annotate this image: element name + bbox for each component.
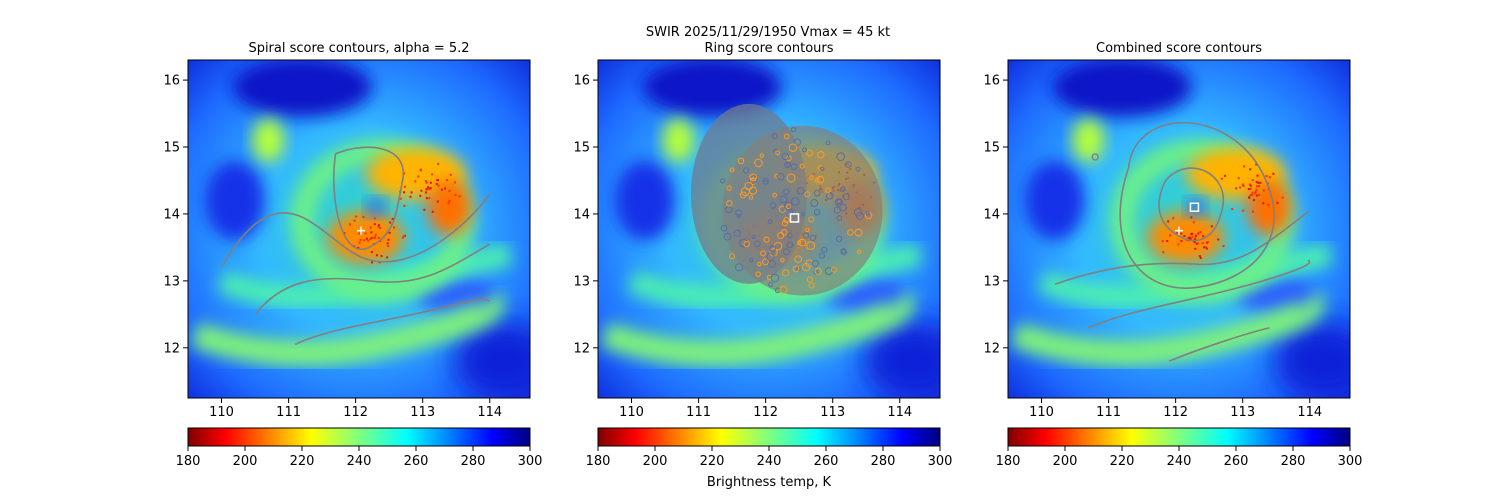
colorbar-tick-label: 260 xyxy=(1224,454,1249,469)
x-tick-label: 110 xyxy=(209,405,234,420)
y-tick-label: 13 xyxy=(983,274,1000,289)
y-tick-label: 16 xyxy=(163,74,180,89)
brightness-temp-image xyxy=(188,60,530,398)
colorbar xyxy=(597,427,941,447)
center-marker xyxy=(789,213,800,223)
colorbar-tick-label: 260 xyxy=(814,454,839,469)
panel-3: Combined score contours 110 111 112 113 114 12… xyxy=(983,41,1363,469)
y-tick-label: 15 xyxy=(983,141,1000,156)
figure-suptitle: SWIR 2025/11/29/1950 Vmax = 45 kt xyxy=(646,25,890,40)
y-tick-label: 12 xyxy=(163,341,180,356)
colorbar-tick-label: 220 xyxy=(700,454,725,469)
x-tick-label: 114 xyxy=(477,405,502,420)
y-tick-label: 16 xyxy=(983,74,1000,89)
secondary-center-marker xyxy=(1175,226,1183,235)
combined-contour-2 xyxy=(1158,167,1225,242)
colorbar-tick-label: 220 xyxy=(1110,454,1135,469)
y-tick-label: 16 xyxy=(573,74,590,89)
axes-frame xyxy=(187,59,531,399)
brightness-temp-image xyxy=(1008,60,1350,398)
panel-1: Spiral score contours, alpha = 5.2 110 111… xyxy=(163,41,543,469)
x-tick-label: 113 xyxy=(820,405,845,420)
center-marker xyxy=(357,226,366,235)
colorbar-tick-label: 200 xyxy=(643,454,668,469)
colorbar-tick-label: 280 xyxy=(871,454,896,469)
x-tick-label: 112 xyxy=(753,405,778,420)
x-tick-label: 110 xyxy=(1029,405,1054,420)
colorbar-tick-label: 180 xyxy=(996,454,1021,469)
colorbar-label: Brightness temp, K xyxy=(707,475,832,490)
colorbar-tick-label: 260 xyxy=(404,454,429,469)
x-tick-label: 114 xyxy=(887,405,912,420)
colorbar xyxy=(187,427,531,447)
colorbar-tick-label: 240 xyxy=(347,454,372,469)
x-tick-label: 110 xyxy=(619,405,644,420)
spiral-contour-1 xyxy=(220,193,491,268)
panel-title: Spiral score contours, alpha = 5.2 xyxy=(248,41,469,56)
spiral-contour-2 xyxy=(333,146,405,251)
y-tick-label: 14 xyxy=(983,207,1000,222)
x-tick-label: 113 xyxy=(410,405,435,420)
colorbar-tick-label: 200 xyxy=(1053,454,1078,469)
combined-contour-4 xyxy=(1088,259,1311,329)
axes-frame xyxy=(1007,59,1351,399)
colorbar-tick-label: 300 xyxy=(518,454,543,469)
colorbar-tick-label: 280 xyxy=(461,454,486,469)
x-tick-label: 113 xyxy=(1230,405,1255,420)
colorbar-tick-label: 240 xyxy=(757,454,782,469)
combined-contour-1 xyxy=(1119,121,1275,289)
colorbar-tick-label: 240 xyxy=(1167,454,1192,469)
colorbar-tick-label: 180 xyxy=(176,454,201,469)
colorbar-tick-label: 300 xyxy=(1338,454,1363,469)
center-marker xyxy=(1189,202,1200,212)
y-tick-label: 14 xyxy=(163,207,180,222)
x-tick-label: 112 xyxy=(343,405,368,420)
panel-2: Ring score contours 110 111 112 113 114 12 13 14… xyxy=(573,41,953,469)
y-tick-label: 12 xyxy=(573,341,590,356)
panel-title: Combined score contours xyxy=(1096,41,1262,56)
colorbar-tick-label: 280 xyxy=(1281,454,1306,469)
colorbar-tick-label: 180 xyxy=(586,454,611,469)
combined-contour-3 xyxy=(1054,209,1311,285)
spiral-contour-3 xyxy=(254,243,491,315)
axes-frame xyxy=(597,59,941,399)
colorbar xyxy=(1007,427,1351,447)
colorbar-tick-label: 200 xyxy=(233,454,258,469)
colorbar-tick-label: 300 xyxy=(928,454,953,469)
y-tick-label: 12 xyxy=(983,341,1000,356)
y-tick-label: 15 xyxy=(573,141,590,156)
y-tick-label: 13 xyxy=(163,274,180,289)
spiral-contour-4 xyxy=(294,298,490,346)
x-tick-label: 111 xyxy=(686,405,711,420)
x-tick-label: 112 xyxy=(1163,405,1188,420)
combined-contour-5 xyxy=(1168,326,1270,362)
colorbar-tick-label: 220 xyxy=(290,454,315,469)
x-tick-label: 111 xyxy=(1096,405,1121,420)
y-tick-label: 13 xyxy=(573,274,590,289)
x-tick-label: 111 xyxy=(276,405,301,420)
panel-title: Ring score contours xyxy=(704,41,833,56)
y-tick-label: 14 xyxy=(573,207,590,222)
y-tick-label: 15 xyxy=(163,141,180,156)
x-tick-label: 114 xyxy=(1297,405,1322,420)
